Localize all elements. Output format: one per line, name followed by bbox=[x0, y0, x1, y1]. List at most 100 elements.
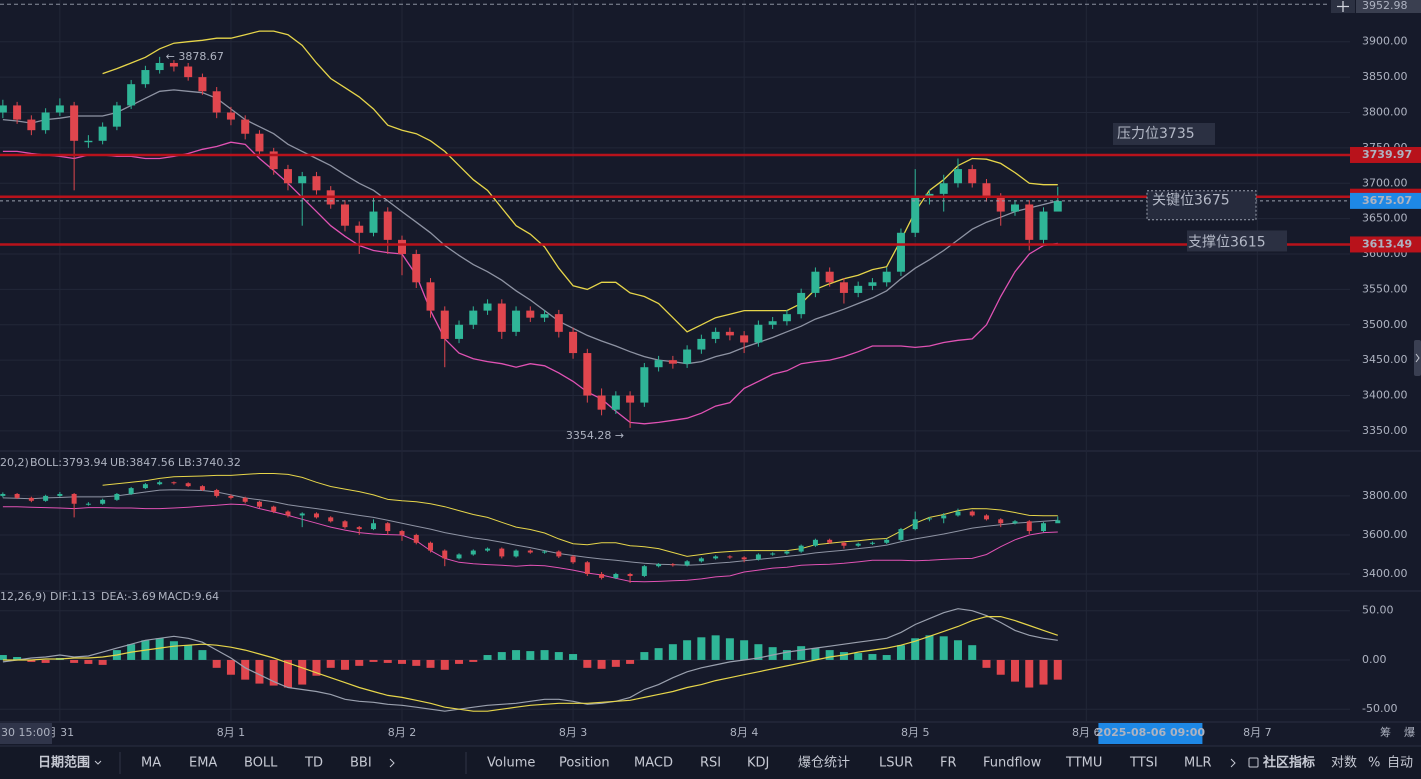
macd-bar bbox=[469, 659, 478, 662]
candle-body bbox=[556, 551, 562, 557]
candle-body bbox=[683, 349, 692, 364]
candle-body bbox=[611, 395, 620, 410]
candle-body bbox=[283, 169, 292, 184]
candle-body bbox=[171, 482, 177, 484]
toolbar-item[interactable]: 对数 bbox=[1331, 756, 1357, 771]
candle-body bbox=[85, 503, 91, 505]
macd-bar bbox=[241, 659, 250, 680]
candle-body bbox=[169, 62, 178, 67]
x-tick-label: 8月 3 bbox=[559, 726, 588, 739]
toolbar-item[interactable]: BOLL bbox=[244, 756, 278, 771]
toolbar-item[interactable]: MACD bbox=[634, 756, 673, 771]
toolbar-item[interactable]: TTMU bbox=[1065, 756, 1102, 771]
candle-body bbox=[882, 271, 891, 283]
candle-body bbox=[340, 204, 349, 226]
candle-body bbox=[398, 239, 407, 255]
toolbar-item[interactable]: 自动 bbox=[1387, 756, 1413, 771]
toolbar-item[interactable]: MA bbox=[141, 756, 161, 771]
macd-bar bbox=[455, 659, 464, 664]
candle-body bbox=[854, 285, 863, 293]
candle-body bbox=[584, 562, 590, 574]
x-tick-label: 8月 2 bbox=[388, 726, 417, 739]
candle-body bbox=[912, 519, 918, 530]
candle-body bbox=[1055, 520, 1061, 524]
candle-body bbox=[298, 176, 307, 184]
macd-bar bbox=[754, 644, 763, 660]
side-button[interactable]: 爆 bbox=[1404, 725, 1415, 739]
macd-bar bbox=[312, 659, 321, 676]
toolbar-item[interactable]: Position bbox=[559, 756, 610, 771]
y-tick-label: 3400.00 bbox=[1362, 389, 1408, 402]
macd-bar bbox=[782, 650, 791, 660]
toolbar-item[interactable]: 爆仓统计 bbox=[798, 756, 850, 771]
candle-body bbox=[14, 493, 20, 498]
candle-body bbox=[70, 105, 79, 141]
community[interactable]: 社区指标 bbox=[1262, 755, 1315, 771]
toolbar-item[interactable]: MLR bbox=[1184, 756, 1212, 771]
candle-body bbox=[996, 197, 1005, 212]
toolbar-item[interactable]: EMA bbox=[189, 756, 217, 771]
macd-line bbox=[2, 616, 1058, 712]
side-button[interactable]: 筹 bbox=[1380, 725, 1391, 739]
candle-body bbox=[898, 529, 904, 540]
macd-bar bbox=[84, 659, 93, 664]
candle-body bbox=[142, 484, 148, 489]
candle-body bbox=[483, 303, 492, 311]
candle-body bbox=[670, 564, 676, 566]
macd-bar bbox=[797, 646, 806, 660]
date-range[interactable]: 日期范围 bbox=[38, 755, 90, 771]
toolbar-item[interactable]: Fundflow bbox=[983, 756, 1042, 771]
side-tab[interactable] bbox=[1414, 340, 1421, 376]
candle-body bbox=[428, 542, 434, 551]
candle-body bbox=[768, 321, 777, 325]
add-icon bbox=[1337, 1, 1349, 12]
y-tick-label: -50.00 bbox=[1362, 702, 1397, 715]
chevron-right[interactable] bbox=[389, 758, 395, 768]
candle-body bbox=[413, 534, 419, 543]
candle-body bbox=[512, 310, 521, 332]
candle-body bbox=[1012, 521, 1018, 524]
y-tick-label: 3550.00 bbox=[1362, 282, 1408, 295]
macd-bar bbox=[198, 650, 207, 660]
legend-entry: 12,26,9) bbox=[0, 590, 46, 603]
macd-bar bbox=[896, 645, 905, 660]
price-tag-label: 3739.97 bbox=[1362, 148, 1412, 161]
price-tag bbox=[1350, 146, 1421, 163]
toolbar-item[interactable]: KDJ bbox=[747, 756, 769, 771]
toolbar-item[interactable]: TTSI bbox=[1129, 756, 1158, 771]
x-tick-label: 8月 6 bbox=[1072, 726, 1101, 739]
y-tick-label: 0.00 bbox=[1362, 653, 1387, 666]
y-tick-label: 3400.00 bbox=[1362, 567, 1408, 580]
candle-body bbox=[597, 395, 606, 410]
toolbar-item[interactable]: BBI bbox=[350, 756, 372, 771]
toolbar-item[interactable]: LSUR bbox=[879, 756, 913, 771]
toolbar-item[interactable]: FR bbox=[940, 756, 957, 771]
candle-body bbox=[199, 486, 205, 491]
y-tick-label: 3800.00 bbox=[1362, 106, 1408, 119]
macd-bar bbox=[1039, 659, 1048, 685]
chevron-right[interactable] bbox=[1230, 758, 1236, 768]
candle-body bbox=[41, 112, 50, 131]
macd-bar bbox=[269, 659, 278, 686]
macd-bar bbox=[526, 651, 535, 660]
toolbar-item[interactable]: % bbox=[1368, 756, 1380, 771]
macd-bar bbox=[398, 659, 407, 664]
candle-body bbox=[570, 556, 576, 563]
candle-body bbox=[185, 483, 191, 487]
macd-bar bbox=[953, 640, 962, 660]
community-icon bbox=[1248, 757, 1259, 768]
macd-bar bbox=[383, 659, 392, 663]
macd-bar bbox=[868, 654, 877, 660]
toolbar-item[interactable]: Volume bbox=[487, 756, 535, 771]
macd-bar bbox=[711, 635, 720, 660]
candle-body bbox=[827, 539, 833, 543]
candle-body bbox=[697, 338, 706, 350]
candle-body bbox=[71, 493, 77, 504]
macd-bar bbox=[968, 645, 977, 660]
macd-bar bbox=[668, 644, 677, 660]
macd-bar bbox=[0, 655, 7, 660]
toolbar-item[interactable]: TD bbox=[304, 756, 323, 771]
candle-body bbox=[112, 105, 121, 127]
toolbar-item[interactable]: RSI bbox=[700, 756, 721, 771]
crosshair-price: 3952.98 bbox=[1362, 0, 1408, 12]
